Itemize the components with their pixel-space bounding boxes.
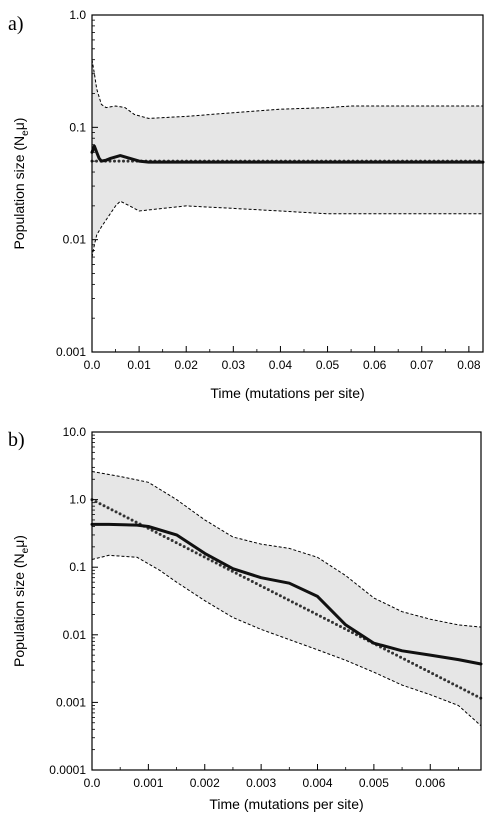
plot-frame [91, 14, 484, 353]
y-tick-label: 0.1 [69, 120, 86, 134]
y-tick-label: 1.0 [69, 493, 86, 507]
plot-frame [91, 431, 482, 771]
x-tick-label: 0.01 [127, 358, 151, 372]
x-axis-title: Time (mutations per site) [209, 796, 363, 812]
y-tick-label: 10.0 [63, 425, 87, 439]
series-lower-line [91, 200, 483, 258]
y-axis-title: Population size (Neμ) [11, 118, 31, 250]
x-tick-label: 0.08 [457, 358, 481, 372]
x-tick-label: 0.004 [302, 776, 332, 790]
series-upper-line [91, 59, 483, 119]
x-tick-label: 0.003 [246, 776, 276, 790]
series-upper-line [91, 471, 482, 628]
x-tick-label: 0.06 [363, 358, 387, 372]
confidence-band [92, 59, 483, 258]
series-lower-line [91, 554, 482, 727]
y-tick-label: 0.01 [63, 233, 87, 247]
x-tick-label: 0.03 [222, 358, 246, 372]
x-tick-label: 0.0 [84, 358, 101, 372]
panel-label: a) [8, 13, 24, 35]
y-tick-label: 0.001 [56, 695, 86, 709]
x-axis-title: Time (mutations per site) [210, 385, 364, 401]
panel-b: b) 0.0001 0.001 0.01 0.1 1.0 10.0 0.0 0.001 0.002… [8, 425, 483, 812]
y-tick-label: 0.001 [56, 345, 86, 359]
x-tick-label: 0.006 [415, 776, 445, 790]
confidence-band [92, 471, 481, 726]
y-tick-label: 0.1 [69, 560, 86, 574]
panel-label: b) [8, 429, 25, 451]
x-tick-label: 0.05 [316, 358, 340, 372]
x-tick-label: 0.0 [84, 776, 101, 790]
x-tick-label: 0.005 [359, 776, 389, 790]
series-median-line [90, 144, 485, 164]
y-tick-label: 0.01 [63, 628, 87, 642]
panel-a: a) 0.001 0.01 0.1 1.0 0.0 0.01 0.02 0.03 0.04 0.05… [8, 8, 485, 401]
x-tick-label: 0.07 [410, 358, 434, 372]
x-tick-label: 0.002 [190, 776, 220, 790]
x-tick-label: 0.04 [269, 358, 293, 372]
series-true-line [90, 498, 483, 700]
x-tick-label: 0.001 [133, 776, 163, 790]
x-tick-label: 0.02 [175, 358, 199, 372]
y-axis-title: Population size (Neμ) [11, 535, 31, 667]
series-median-line [90, 522, 483, 666]
y-tick-label: 0.0001 [49, 763, 86, 777]
y-tick-label: 1.0 [69, 8, 86, 22]
